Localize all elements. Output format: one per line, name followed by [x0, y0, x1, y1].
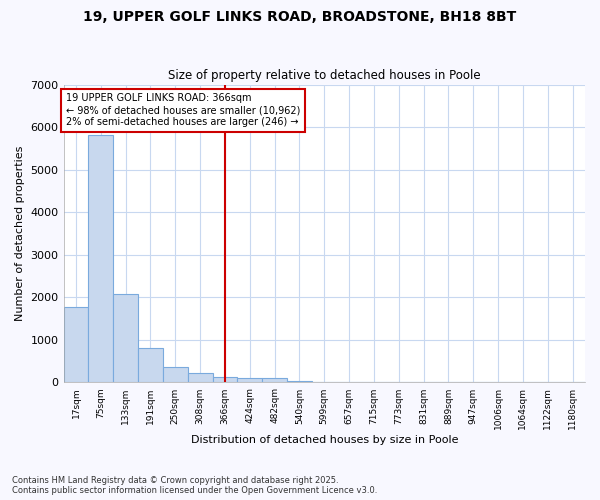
- Bar: [287, 381, 312, 382]
- Title: Size of property relative to detached houses in Poole: Size of property relative to detached ho…: [168, 69, 481, 82]
- Text: 19, UPPER GOLF LINKS ROAD, BROADSTONE, BH18 8BT: 19, UPPER GOLF LINKS ROAD, BROADSTONE, B…: [83, 10, 517, 24]
- Bar: [238, 378, 262, 382]
- Bar: [163, 366, 188, 382]
- Text: 19 UPPER GOLF LINKS ROAD: 366sqm
← 98% of detached houses are smaller (10,962)
2: 19 UPPER GOLF LINKS ROAD: 366sqm ← 98% o…: [66, 94, 301, 126]
- Bar: [262, 378, 287, 382]
- Bar: [113, 294, 138, 382]
- Bar: [212, 377, 238, 382]
- Bar: [64, 306, 88, 382]
- Bar: [188, 373, 212, 382]
- X-axis label: Distribution of detached houses by size in Poole: Distribution of detached houses by size …: [191, 435, 458, 445]
- Text: Contains HM Land Registry data © Crown copyright and database right 2025.
Contai: Contains HM Land Registry data © Crown c…: [12, 476, 377, 495]
- Y-axis label: Number of detached properties: Number of detached properties: [15, 146, 25, 321]
- Bar: [88, 135, 113, 382]
- Bar: [138, 348, 163, 382]
